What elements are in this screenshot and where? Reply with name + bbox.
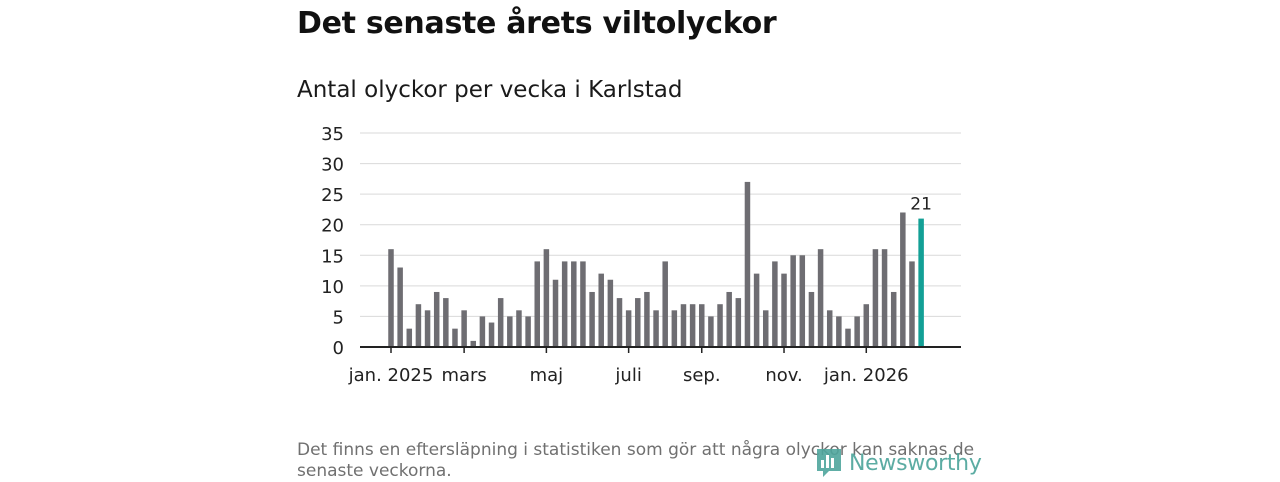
bar (699, 304, 705, 347)
bar (808, 291, 815, 347)
bar (516, 310, 522, 347)
bar (854, 316, 860, 347)
bar (470, 340, 477, 347)
bar (790, 255, 796, 347)
bar (607, 279, 614, 347)
bar (753, 273, 760, 347)
bar (433, 291, 440, 347)
bar (635, 298, 641, 347)
bar (817, 249, 824, 347)
bar (644, 291, 650, 347)
bar (890, 291, 897, 347)
bar (488, 322, 495, 347)
bar (406, 328, 413, 347)
y-tick-label: 35 (321, 124, 344, 145)
x-tick-label: jan. 2026 (823, 365, 909, 386)
chart-title: Det senaste årets viltolyckor (297, 6, 777, 41)
x-tick-label: juli (614, 365, 641, 386)
y-tick-label: 0 (333, 338, 344, 359)
bar (781, 273, 787, 347)
bar (662, 261, 668, 347)
x-tick-label: nov. (765, 365, 802, 386)
bar (461, 310, 467, 347)
y-tick-label: 30 (321, 155, 344, 176)
bar (571, 261, 577, 347)
bar (799, 255, 806, 347)
y-tick-label: 5 (333, 307, 344, 328)
bar (872, 249, 879, 347)
bar (397, 267, 403, 347)
y-tick-label: 20 (321, 216, 344, 237)
bar (909, 261, 915, 347)
bar (863, 304, 870, 347)
bar (443, 298, 449, 347)
bar (616, 298, 623, 347)
bar (552, 279, 559, 347)
bar (708, 316, 714, 347)
y-tick-label: 10 (321, 277, 344, 298)
bar (525, 316, 531, 347)
bar (625, 310, 632, 347)
x-tick-label: jan. 2025 (348, 365, 434, 386)
bar (726, 291, 732, 347)
y-tick-label: 25 (321, 185, 344, 206)
bar (671, 310, 678, 347)
bar (543, 249, 550, 347)
x-tick-label: sep. (683, 365, 721, 386)
bar (589, 291, 595, 347)
bar (580, 261, 586, 347)
bar (881, 249, 888, 347)
bar (762, 310, 769, 347)
footnote: Det finns en eftersläpning i statistiken… (297, 440, 975, 481)
bar (424, 310, 431, 347)
brand-name: Newsworthy (849, 450, 982, 476)
bar (717, 304, 723, 347)
bar (845, 328, 851, 347)
bar-chart: 0 5 10 15 20 25 30 35 21 jan. 2025 mars maj juli sep.… (321, 124, 961, 386)
newsworthy-logo-icon (817, 449, 841, 477)
chart-subtitle: Antal olyckor per vecka i Karlstad (297, 77, 683, 103)
bar (561, 261, 568, 347)
bar (452, 328, 458, 347)
bar (772, 261, 778, 347)
newsworthy-logo: Newsworthy (815, 447, 982, 479)
x-tick-label: maj (530, 365, 564, 386)
bar (653, 310, 659, 347)
bar-highlight (918, 218, 924, 347)
bar (479, 316, 486, 347)
bar (836, 316, 842, 347)
bar (744, 181, 751, 347)
bar (388, 249, 394, 347)
bar (689, 304, 696, 347)
bar (497, 298, 504, 347)
y-tick-label: 15 (321, 246, 344, 267)
x-tick-label: mars (441, 365, 486, 386)
data-label: 21 (910, 195, 932, 215)
bar (826, 310, 833, 347)
bar (735, 298, 742, 347)
bar (680, 304, 687, 347)
bar (415, 304, 422, 347)
bar (900, 212, 906, 347)
bar (598, 273, 604, 347)
bar (507, 316, 513, 347)
bar (534, 261, 540, 347)
